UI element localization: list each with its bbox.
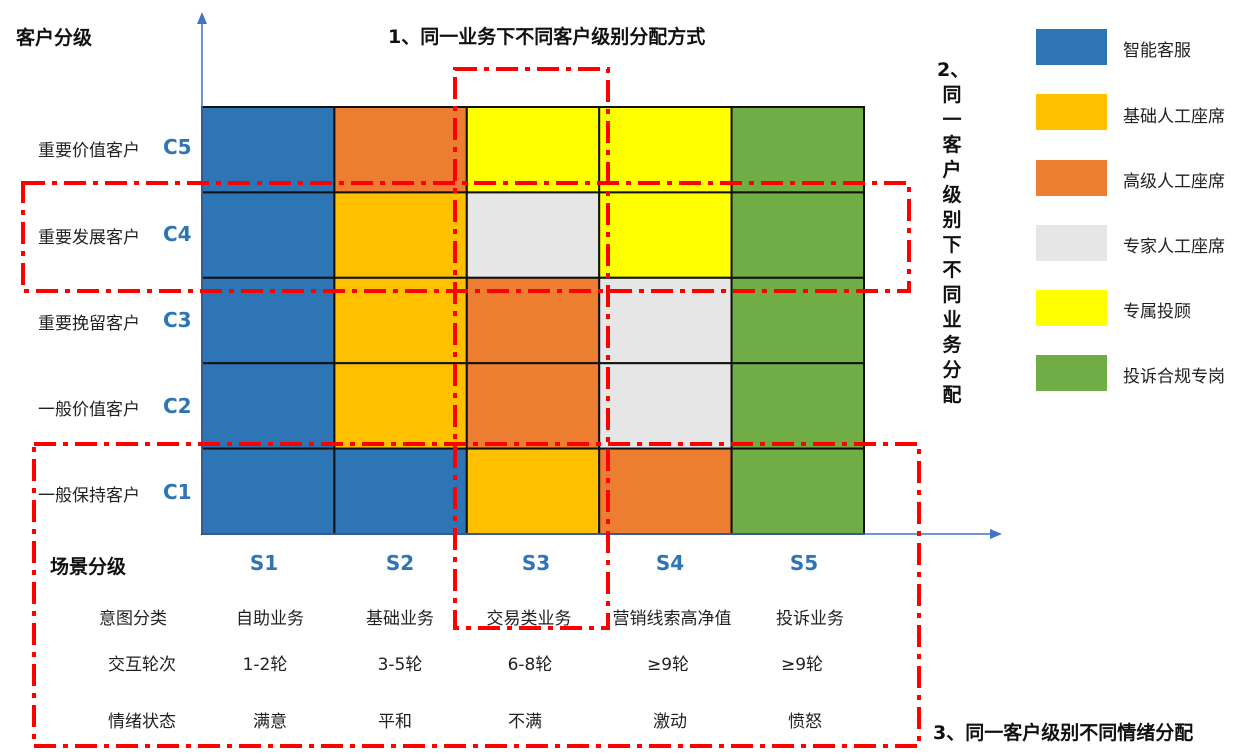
legend-label-expert: 专家人工座席 <box>1123 237 1225 257</box>
customer-level-name-c5: 重要价值客户 <box>38 141 140 161</box>
customer-level-code-c5: C5 <box>163 135 192 159</box>
matrix-cell-c5-s2 <box>333 106 468 194</box>
intent-value-s3: 交易类业务 <box>486 609 572 629</box>
matrix-cell-c5-s5 <box>730 106 865 194</box>
x-axis-arrow-icon <box>990 529 1002 539</box>
right-annotation: 2、同一客户级别下不同业务分配 <box>937 59 970 406</box>
legend-swatch-basic <box>1036 94 1107 130</box>
matrix-cell-c1-s5 <box>730 447 865 536</box>
scenario-code-s2: S2 <box>385 551 415 575</box>
highlight-box-c1-emotion <box>32 442 921 748</box>
matrix-cell-c1-s1 <box>201 447 336 536</box>
highlight-boxes <box>21 67 921 748</box>
matrix-cell-c2-s5 <box>730 362 865 450</box>
legend-label-senior: 高级人工座席 <box>1123 172 1225 192</box>
matrix-cell-c4-s5 <box>730 191 865 279</box>
customer-level-name-c3: 重要挽留客户 <box>38 314 140 334</box>
matrix-cell-c2-s1 <box>201 362 336 450</box>
scenario-code-s3: S3 <box>521 551 551 575</box>
legend-label-smart: 智能客服 <box>1123 41 1191 61</box>
highlight-box-c4-row <box>21 181 911 293</box>
customer-level-name-c1: 一般保持客户 <box>38 486 140 506</box>
customer-level-code-c3: C3 <box>163 308 192 332</box>
matrix-cell-c1-s4 <box>598 447 733 536</box>
matrix-cell-c4-s4 <box>598 191 733 279</box>
emotion-value-s1: 满意 <box>253 712 287 732</box>
turns-value-s5: ≥9轮 <box>780 655 824 675</box>
legend-swatch-advisor <box>1036 290 1107 326</box>
legend-label-basic: 基础人工座席 <box>1123 107 1225 127</box>
customer-level-code-c4: C4 <box>163 222 192 246</box>
customer-level-name-c4: 重要发展客户 <box>38 228 140 248</box>
legend-swatch-expert <box>1036 225 1107 261</box>
scenario-code-s5: S5 <box>789 551 819 575</box>
matrix-cell-c5-s4 <box>598 106 733 194</box>
matrix-cell-c2-s2 <box>333 362 468 450</box>
legend-label-complaint: 投诉合规专岗 <box>1123 367 1225 387</box>
intent-value-s1: 自助业务 <box>236 609 304 629</box>
bottom-annotation: 3、同一客户级别不同情绪分配 <box>933 722 1194 744</box>
customer-level-name-c2: 一般价值客户 <box>38 400 140 420</box>
turns-value-s3: 6-8轮 <box>507 655 553 675</box>
matrix-cell-c2-s3 <box>465 362 601 450</box>
emotion-value-s2: 平和 <box>378 712 412 732</box>
highlight-box-s3-column <box>453 67 610 630</box>
x-axis-title: 场景分级 <box>50 556 127 578</box>
scenario-code-s1: S1 <box>249 551 279 575</box>
turns-value-s4: ≥9轮 <box>646 655 690 675</box>
matrix-cell-c2-s4 <box>598 362 733 450</box>
y-axis-title: 客户分级 <box>16 27 93 49</box>
matrix-cell-c4-s1 <box>201 191 336 279</box>
customer-level-code-c2: C2 <box>163 394 192 418</box>
turns-value-s2: 3-5轮 <box>377 655 423 675</box>
emotion-value-s5: 愤怒 <box>788 712 822 732</box>
turns-value-s1: 1-2轮 <box>242 655 288 675</box>
attribute-label-emotion: 情绪状态 <box>108 712 176 732</box>
matrix-cell-c4-s2 <box>333 191 468 279</box>
customer-level-code-c1: C1 <box>163 480 192 504</box>
emotion-value-s4: 激动 <box>653 712 687 732</box>
intent-value-s5: 投诉业务 <box>776 609 844 629</box>
attribute-label-turns: 交互轮次 <box>108 655 176 675</box>
axes <box>197 12 1002 539</box>
top-annotation: 1、同一业务下不同客户级别分配方式 <box>388 26 706 48</box>
attribute-label-intent: 意图分类 <box>99 609 167 629</box>
matrix-cell-c4-s3 <box>465 191 601 279</box>
matrix-cell-c5-s3 <box>465 106 601 194</box>
matrix-cell-c1-s3 <box>465 447 601 536</box>
matrix-cell-c5-s1 <box>201 106 336 194</box>
legend-swatch-smart <box>1036 29 1107 65</box>
legend-label-advisor: 专属投顾 <box>1123 302 1191 322</box>
y-axis-arrow-icon <box>197 12 207 24</box>
intent-value-s2: 基础业务 <box>366 609 434 629</box>
legend-swatch-senior <box>1036 160 1107 196</box>
emotion-value-s3: 不满 <box>508 712 542 732</box>
intent-value-s4: 营销线索高净值 <box>612 609 732 629</box>
matrix-cell-c1-s2 <box>333 447 468 536</box>
legend-swatch-complaint <box>1036 355 1107 391</box>
scenario-code-s4: S4 <box>655 551 685 575</box>
allocation-matrix <box>201 106 865 536</box>
